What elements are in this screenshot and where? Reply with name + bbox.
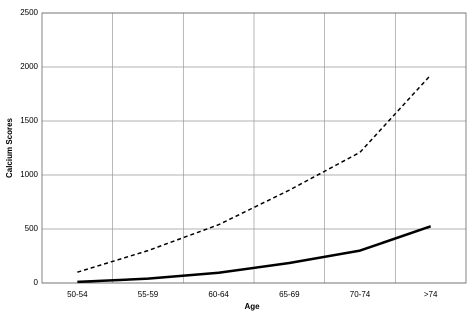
y-tick-label: 2000 <box>20 62 38 71</box>
x-tick-label: 60-64 <box>208 290 229 299</box>
x-tick-label: 65-69 <box>279 290 300 299</box>
plot-frame <box>41 12 467 284</box>
y-axis-title: Calcium Scores <box>5 117 14 178</box>
x-tick-label: 50-54 <box>67 290 88 299</box>
y-tick-label: 500 <box>25 224 39 233</box>
x-tick-label: 70-74 <box>350 290 371 299</box>
line <box>77 225 432 284</box>
line <box>77 74 432 273</box>
y-tick-label: 0 <box>34 278 39 287</box>
y-tick-label: 2500 <box>20 8 38 17</box>
y-tick-label: 1500 <box>20 116 38 125</box>
x-axis-title: Age <box>244 302 260 311</box>
x-tick-label: 55-59 <box>138 290 159 299</box>
x-tick-label: >74 <box>424 290 438 299</box>
y-tick-label: 1000 <box>20 170 38 179</box>
